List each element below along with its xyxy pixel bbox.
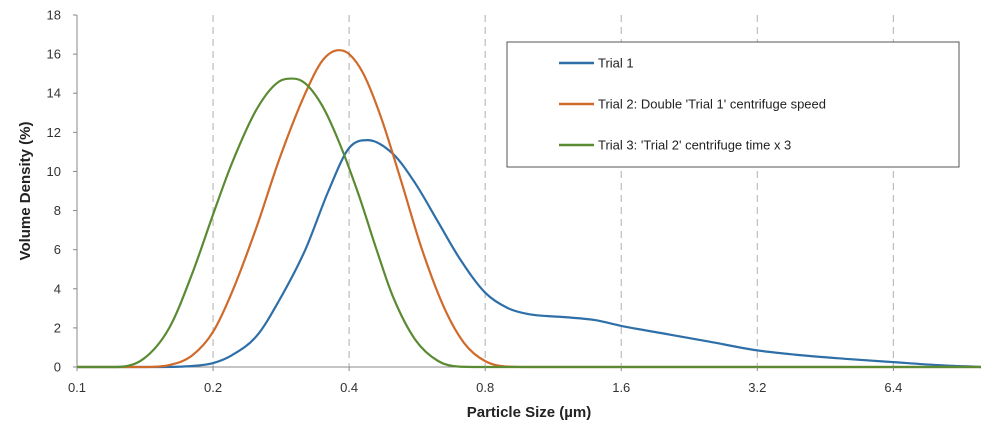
- y-tick-label: 18: [47, 8, 61, 23]
- y-tick-label: 12: [47, 125, 61, 140]
- y-tick-label: 6: [54, 242, 61, 257]
- series: [77, 49, 982, 369]
- x-tick-labels: 0.1 0.2 0.4 0.8 1.6 3.2 6.4: [68, 367, 902, 395]
- y-tick-labels: 0 2 4 6 8 10 12 14 16 18: [47, 8, 77, 375]
- gridlines: [212, 15, 894, 367]
- x-tick-label: 0.2: [204, 380, 222, 395]
- x-tick-label: 3.2: [748, 380, 766, 395]
- y-tick-label: 8: [54, 203, 61, 218]
- y-tick-label: 16: [47, 47, 61, 62]
- series-line-trial-3: [77, 77, 981, 369]
- x-axis-title: Particle Size (µm): [467, 404, 592, 421]
- legend-label: Trial 3: 'Trial 2' centrifuge time x 3: [598, 138, 791, 153]
- y-axis-title: Volume Density (%): [17, 122, 34, 261]
- legend-label: Trial 2: Double 'Trial 1' centrifuge spe…: [598, 97, 826, 112]
- y-tick-label: 10: [47, 164, 61, 179]
- y-tick-label: 2: [54, 320, 61, 335]
- x-tick-label: 0.1: [68, 380, 86, 395]
- series-line-trial-1: [77, 139, 982, 369]
- x-tick-label: 1.6: [612, 380, 630, 395]
- series-line-trial-2: [77, 49, 981, 369]
- x-tick-label: 0.4: [340, 380, 358, 395]
- x-tick-label: 0.8: [476, 380, 494, 395]
- y-tick-label: 14: [47, 86, 61, 101]
- legend: Trial 1 Trial 2: Double 'Trial 1' centrif…: [506, 41, 960, 168]
- x-tick-label: 6.4: [884, 380, 902, 395]
- legend-items: Trial 1 Trial 2: Double 'Trial 1' centrif…: [559, 56, 826, 153]
- y-tick-label: 0: [54, 360, 61, 375]
- y-tick-label: 4: [54, 281, 61, 296]
- legend-label: Trial 1: [598, 56, 634, 71]
